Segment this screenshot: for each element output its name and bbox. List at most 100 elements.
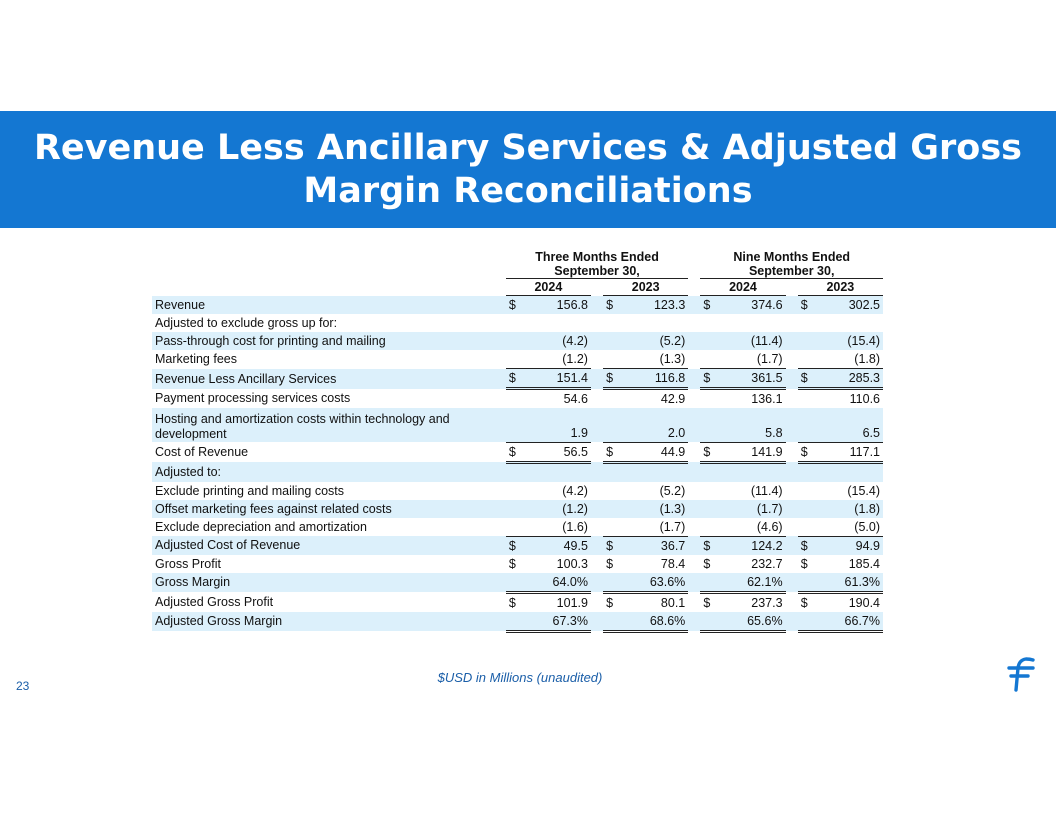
- table-row: Gross Margin 64.0% 63.6% 62.1% 61.3%: [152, 572, 883, 594]
- value-cell: (4.2): [524, 332, 591, 350]
- value-cell: (1.2): [524, 499, 591, 518]
- currency-symbol: $: [606, 595, 614, 610]
- value-cell: 123.3: [621, 295, 689, 314]
- currency-symbol: [603, 499, 622, 518]
- currency-symbol: [506, 389, 524, 409]
- currency-symbol: [797, 462, 816, 482]
- row-label: Revenue: [152, 295, 494, 314]
- currency-symbol: [700, 314, 718, 332]
- currency-symbol: [505, 499, 525, 518]
- value-cell: 374.6: [718, 295, 786, 314]
- currency-symbol: [505, 332, 525, 350]
- value-cell: [718, 462, 786, 482]
- year-header: 2024: [505, 278, 591, 296]
- value-cell: 94.9: [815, 536, 883, 555]
- currency-symbol: [797, 350, 816, 369]
- value-cell: [621, 314, 688, 332]
- value-cell: 63.6%: [621, 572, 689, 594]
- currency-symbol: [505, 408, 525, 443]
- reconciliation-table: Three Months Ended September 30, Nine Mo…: [152, 248, 883, 633]
- table-row: Payment processing services costs 54.6 42.…: [152, 389, 883, 409]
- value-cell: [815, 462, 883, 482]
- value-cell: [524, 314, 591, 332]
- currency-symbol: [700, 572, 719, 594]
- currency-symbol: $: [700, 536, 719, 555]
- currency-symbol: [700, 408, 719, 443]
- value-cell: [816, 314, 883, 332]
- header-nine-months-line1: Nine Months Ended: [733, 250, 851, 264]
- row-label: Adjusted Gross Profit: [155, 594, 274, 609]
- value-cell: 101.9: [556, 595, 588, 610]
- row-label: Exclude printing and mailing costs: [155, 483, 344, 498]
- value-cell: (5.0): [815, 517, 883, 537]
- header-nine-months: Nine Months Ended September 30,: [700, 248, 883, 279]
- value-cell: 100.3: [556, 556, 588, 571]
- table-row: Offset marketing fees against related co…: [152, 499, 883, 518]
- value-cell: (11.4): [718, 332, 786, 350]
- currency-symbol: [603, 332, 622, 350]
- row-label: Adjusted to:: [152, 462, 494, 482]
- value-cell: 136.1: [751, 392, 783, 406]
- currency-symbol: [797, 499, 816, 518]
- row-label: Adjusted Gross Margin: [152, 611, 494, 631]
- table-row: Adjusted to:: [152, 462, 883, 482]
- page-number: 23: [16, 679, 30, 693]
- currency-symbol: $: [797, 536, 816, 555]
- table-row: Pass-through cost for printing and maili…: [152, 332, 883, 350]
- value-cell: 44.9: [621, 442, 689, 464]
- row-label: Gross Profit: [155, 556, 221, 571]
- year-header: 2023: [603, 278, 689, 296]
- table-row: Hosting and amortization costs within te…: [152, 408, 883, 443]
- value-cell: 56.5: [524, 442, 591, 464]
- header-three-months: Three Months Ended September 30,: [505, 248, 689, 279]
- value-cell: 237.3: [751, 595, 783, 610]
- currency-symbol: [700, 462, 719, 482]
- currency-symbol: [797, 517, 816, 537]
- currency-symbol: [603, 314, 621, 332]
- value-cell: (1.7): [718, 350, 786, 369]
- value-cell: 67.3%: [524, 611, 591, 633]
- table-body: Revenue $156.8 $123.3 $374.6 $302.5 Adjusted …: [152, 295, 883, 633]
- currency-symbol: [798, 389, 816, 409]
- value-cell: 117.1: [815, 442, 883, 464]
- row-label: Exclude depreciation and amortization: [155, 519, 367, 534]
- currency-symbol: [797, 408, 816, 443]
- currency-symbol: [603, 611, 622, 633]
- currency-symbol: [505, 350, 525, 369]
- currency-symbol: [505, 462, 525, 482]
- title-band: Revenue Less Ancillary Services & Adjust…: [0, 111, 1056, 228]
- value-cell: (4.2): [562, 483, 588, 498]
- value-cell: [621, 462, 689, 482]
- value-cell: 361.5: [718, 368, 786, 390]
- value-cell: 65.6%: [718, 611, 786, 633]
- currency-symbol: $: [505, 295, 525, 314]
- currency-symbol: $: [700, 442, 719, 464]
- currency-symbol: $: [703, 595, 711, 610]
- page-title: Revenue Less Ancillary Services & Adjust…: [28, 127, 1028, 213]
- reconciliation-table-container: Three Months Ended September 30, Nine Mo…: [152, 248, 883, 633]
- value-cell: 190.4: [848, 595, 880, 610]
- value-cell: 185.4: [848, 556, 880, 571]
- year-header: 2024: [700, 278, 786, 296]
- row-label: Adjusted Cost of Revenue: [152, 536, 494, 555]
- currency-symbol: [603, 389, 621, 409]
- value-cell: (1.7): [621, 517, 689, 537]
- value-cell: (1.8): [815, 350, 883, 369]
- value-cell: 1.9: [524, 408, 591, 443]
- row-label: Offset marketing fees against related co…: [152, 499, 494, 518]
- currency-symbol: [700, 350, 719, 369]
- currency-symbol: $: [508, 556, 516, 571]
- currency-symbol: [603, 462, 622, 482]
- table-row: Adjusted Gross Margin 67.3% 68.6% 65.6% 66.7…: [152, 611, 883, 633]
- currency-symbol: [603, 517, 622, 537]
- value-cell: 302.5: [815, 295, 883, 314]
- header-three-months-line1: Three Months Ended: [535, 250, 659, 264]
- value-cell: 232.7: [751, 556, 783, 571]
- currency-symbol: $: [797, 442, 816, 464]
- table-row: Adjusted Cost of Revenue $49.5 $36.7 $124.2…: [152, 536, 883, 555]
- value-cell: (1.8): [815, 499, 883, 518]
- row-label: Revenue Less Ancillary Services: [152, 368, 494, 389]
- currency-symbol: [700, 389, 718, 409]
- value-cell: 110.6: [849, 392, 880, 406]
- footnote: $USD in Millions (unaudited): [437, 670, 603, 685]
